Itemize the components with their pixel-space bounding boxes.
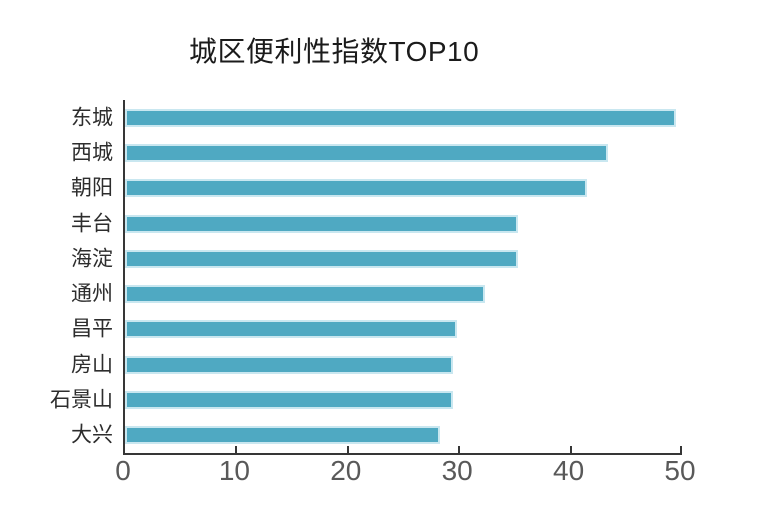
y-axis-label: 东城 [71,106,113,130]
x-tick-mark [235,446,238,453]
bar-通州 [125,285,485,304]
y-axis-label: 通州 [71,282,113,306]
y-axis-label: 昌平 [71,317,113,341]
x-tick-mark [569,446,572,453]
x-tick-label: 40 [553,455,585,486]
bar-昌平 [125,320,457,339]
plot-area [123,100,682,455]
chart-title: 城区便利性指数TOP10 [189,36,480,67]
x-tick-label: 10 [218,455,250,486]
bar-石景山 [125,391,453,410]
x-tick-label: 50 [664,455,696,486]
y-axis-label: 朝阳 [71,176,113,200]
bar-东城 [125,108,677,127]
x-tick-label: 20 [330,455,362,486]
x-tick-mark [346,446,349,453]
y-axis-label: 房山 [71,353,113,377]
bar-朝阳 [125,179,588,198]
bar-大兴 [125,426,441,445]
bar-西城 [125,143,609,162]
y-axis-label: 西城 [71,141,113,165]
y-axis-label: 石景山 [50,388,113,412]
y-axis-label: 丰台 [71,212,113,236]
bar-房山 [125,355,453,374]
y-axis-label: 海淀 [71,247,113,271]
x-tick-label: 30 [441,455,473,486]
bar-丰台 [125,214,519,233]
bar-海淀 [125,249,519,268]
x-tick-label: 0 [115,455,131,486]
x-tick-mark [680,446,682,453]
x-tick-mark [458,446,461,453]
y-axis-label: 大兴 [71,423,113,447]
